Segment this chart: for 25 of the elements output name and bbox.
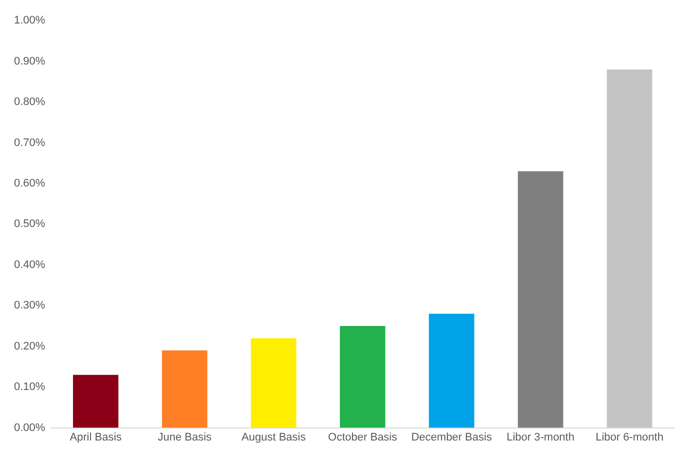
bar: [428, 314, 474, 428]
bar: [72, 374, 118, 428]
y-tick-label: 0.70%: [14, 136, 46, 149]
x-tick-label: October Basis: [328, 431, 398, 444]
bar: [250, 338, 296, 428]
y-tick-label: 0.50%: [14, 218, 46, 230]
y-tick-label: 0.80%: [14, 96, 46, 108]
y-tick-label: 0.20%: [14, 340, 46, 352]
y-tick-label: 0.90%: [14, 55, 46, 68]
x-tick-label: Libor 3-month: [506, 431, 574, 444]
bar: [518, 171, 564, 428]
y-tick-label: 0.60%: [14, 178, 46, 190]
x-tick-label: April Basis: [70, 431, 122, 444]
x-tick-label: December Basis: [411, 431, 492, 444]
x-tick-label: Libor 6-month: [596, 431, 664, 444]
x-tick-label: June Basis: [158, 431, 212, 444]
bar: [340, 326, 386, 428]
x-tick-label: August Basis: [242, 431, 306, 444]
y-tick-label: 0.10%: [14, 381, 46, 394]
y-tick-label: 0.40%: [14, 258, 46, 271]
y-tick-label: 0.30%: [14, 300, 46, 312]
bar: [162, 350, 208, 428]
bar: [606, 69, 652, 428]
y-tick-label: 1.00%: [14, 14, 46, 27]
y-tick-label: 0.00%: [14, 422, 46, 434]
